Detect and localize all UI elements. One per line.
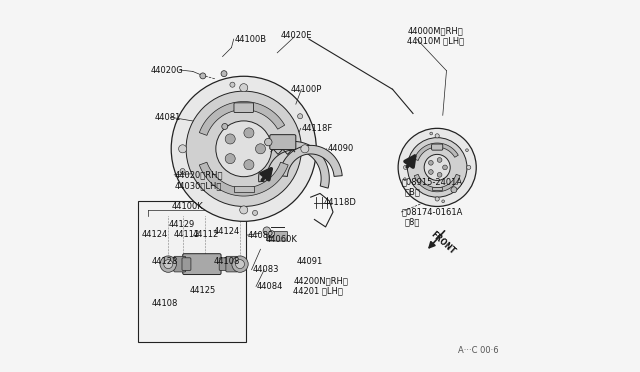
Text: Ⓦ08915-2401A: Ⓦ08915-2401A <box>401 178 462 187</box>
Text: 44000M（RH）: 44000M（RH） <box>408 26 463 35</box>
Text: （8）: （8） <box>405 218 420 227</box>
Polygon shape <box>414 174 460 192</box>
Circle shape <box>398 128 476 206</box>
Circle shape <box>443 165 447 170</box>
FancyBboxPatch shape <box>234 103 253 113</box>
Circle shape <box>442 200 445 203</box>
FancyBboxPatch shape <box>183 254 221 275</box>
FancyBboxPatch shape <box>226 256 238 272</box>
Circle shape <box>172 76 316 221</box>
Circle shape <box>298 114 303 119</box>
Circle shape <box>186 91 301 206</box>
Polygon shape <box>279 145 342 176</box>
Bar <box>234 186 254 192</box>
Text: A···C 00·6: A···C 00·6 <box>458 346 499 355</box>
Circle shape <box>467 165 471 170</box>
Circle shape <box>424 154 450 180</box>
Text: 44118F: 44118F <box>301 124 333 133</box>
FancyBboxPatch shape <box>174 256 186 272</box>
Text: 44020G: 44020G <box>151 66 184 75</box>
Bar <box>138 201 246 342</box>
Circle shape <box>437 173 442 177</box>
Circle shape <box>232 256 248 272</box>
Circle shape <box>216 121 271 177</box>
Circle shape <box>200 73 206 79</box>
Text: 44081: 44081 <box>154 113 181 122</box>
Text: （B）: （B） <box>405 188 420 197</box>
FancyBboxPatch shape <box>270 135 296 150</box>
Circle shape <box>244 160 254 170</box>
FancyBboxPatch shape <box>182 258 191 270</box>
Bar <box>432 187 442 190</box>
Circle shape <box>180 169 185 174</box>
Circle shape <box>429 170 433 174</box>
FancyBboxPatch shape <box>219 258 228 270</box>
Polygon shape <box>199 102 285 135</box>
Circle shape <box>404 165 408 170</box>
Text: 44112: 44112 <box>193 230 219 239</box>
Circle shape <box>408 138 467 197</box>
Circle shape <box>403 178 406 180</box>
Polygon shape <box>259 141 330 188</box>
Circle shape <box>253 211 257 215</box>
Circle shape <box>244 128 254 138</box>
Text: 44090: 44090 <box>328 144 354 153</box>
Text: 44108: 44108 <box>152 299 178 308</box>
Circle shape <box>236 260 244 269</box>
Circle shape <box>225 134 236 144</box>
Circle shape <box>179 145 187 153</box>
Circle shape <box>437 158 442 162</box>
Text: 44201 （LH）: 44201 （LH） <box>293 286 343 295</box>
Circle shape <box>225 154 236 164</box>
Polygon shape <box>414 143 458 160</box>
Circle shape <box>301 145 309 153</box>
Circle shape <box>240 84 248 92</box>
Text: FRONT: FRONT <box>429 229 457 256</box>
Circle shape <box>435 197 439 201</box>
Text: 44125: 44125 <box>190 286 216 295</box>
Text: Ⓑ08174-0161A: Ⓑ08174-0161A <box>401 208 463 217</box>
Circle shape <box>255 144 266 154</box>
Circle shape <box>222 124 228 129</box>
Text: 44010M （LH）: 44010M （LH） <box>408 36 465 45</box>
Text: 44100P: 44100P <box>291 85 322 94</box>
Text: 44030（LH）: 44030（LH） <box>175 182 222 190</box>
Text: 44118D: 44118D <box>324 198 356 207</box>
Text: 44020E: 44020E <box>281 31 312 40</box>
Circle shape <box>435 134 439 138</box>
Text: 44129: 44129 <box>168 220 195 229</box>
Circle shape <box>230 82 235 87</box>
Circle shape <box>269 231 275 237</box>
Circle shape <box>466 149 468 151</box>
Text: 44112: 44112 <box>174 230 200 239</box>
Circle shape <box>429 160 433 165</box>
Circle shape <box>221 71 227 77</box>
Circle shape <box>164 260 173 269</box>
Text: 44091: 44091 <box>297 257 323 266</box>
Text: 44124: 44124 <box>213 227 239 236</box>
Text: 44100B: 44100B <box>234 35 267 44</box>
Circle shape <box>263 227 271 234</box>
Text: 44128: 44128 <box>152 257 178 266</box>
Text: 44100K: 44100K <box>172 202 204 211</box>
Text: 44060K: 44060K <box>266 235 298 244</box>
Text: 44084: 44084 <box>257 282 283 291</box>
Circle shape <box>430 132 433 135</box>
Text: 44108: 44108 <box>213 257 239 266</box>
FancyBboxPatch shape <box>431 144 443 150</box>
Polygon shape <box>199 162 288 196</box>
Circle shape <box>451 187 457 193</box>
Text: 44200N（RH）: 44200N（RH） <box>293 276 348 285</box>
FancyBboxPatch shape <box>267 231 287 241</box>
Text: 44083: 44083 <box>252 265 279 274</box>
Circle shape <box>160 256 177 272</box>
Circle shape <box>240 206 248 214</box>
Circle shape <box>264 138 272 146</box>
Text: 44124: 44124 <box>141 230 168 239</box>
Text: 44020（RH）: 44020（RH） <box>175 170 223 179</box>
Text: 44082: 44082 <box>248 231 274 240</box>
